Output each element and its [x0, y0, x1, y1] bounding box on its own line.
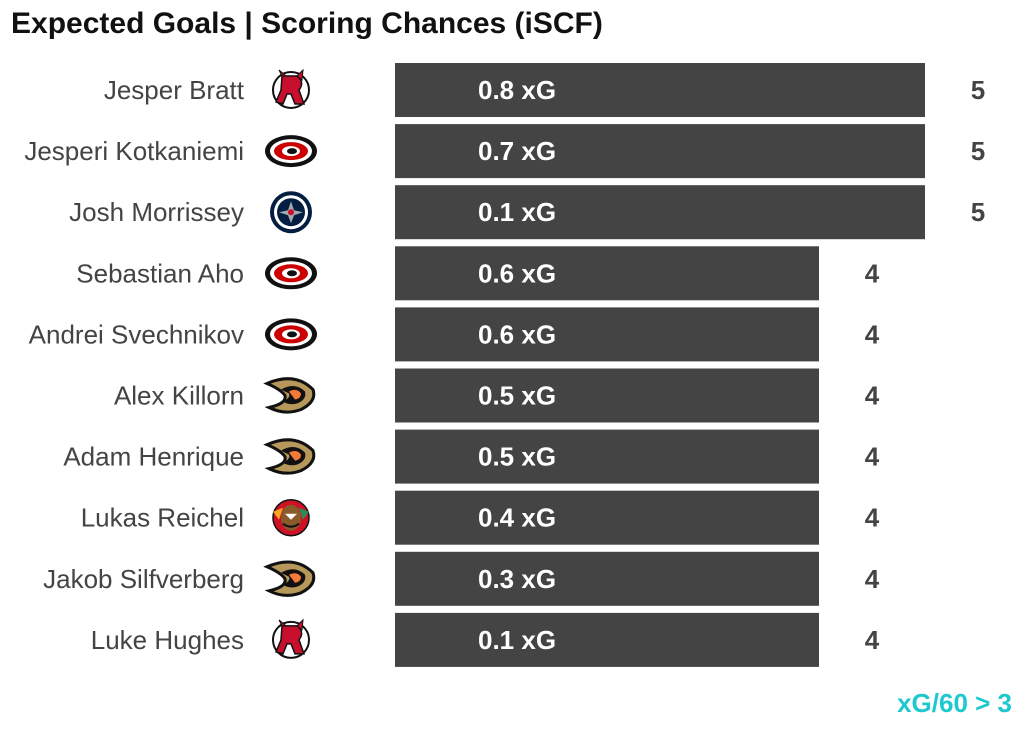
value-label: 4 [865, 319, 880, 349]
value-label: 4 [865, 258, 880, 288]
xg-label: 0.4 xG [478, 503, 556, 533]
bar [395, 612, 819, 667]
devils-logo-icon [272, 68, 310, 109]
bar [395, 490, 819, 545]
bar [395, 246, 819, 301]
category-label: Jesperi Kotkaniemi [24, 136, 244, 166]
bar [395, 429, 819, 484]
value-label: 4 [865, 625, 880, 655]
xg-label: 0.7 xG [478, 136, 556, 166]
ducks-logo-icon [263, 560, 316, 597]
category-label: Jakob Silfverberg [43, 564, 244, 594]
xg-label: 0.8 xG [478, 75, 556, 105]
bar [395, 185, 925, 240]
ducks-logo-icon [263, 377, 316, 414]
category-label: Jesper Bratt [104, 75, 245, 105]
bar [395, 124, 925, 179]
value-label: 4 [865, 564, 880, 594]
value-label: 5 [971, 197, 985, 227]
xg-label: 0.1 xG [478, 625, 556, 655]
value-label: 4 [865, 381, 880, 411]
hurricanes-logo-icon [265, 135, 317, 168]
xg-label: 0.3 xG [478, 564, 556, 594]
ducks-logo-icon [263, 438, 316, 475]
xg-label: 0.5 xG [478, 442, 556, 472]
category-label: Lukas Reichel [81, 503, 244, 533]
xg-label: 0.6 xG [478, 319, 556, 349]
value-label: 5 [971, 75, 985, 105]
category-label: Alex Killorn [114, 381, 244, 411]
hurricanes-logo-icon [265, 257, 317, 290]
bar [395, 307, 819, 362]
category-label: Josh Morrissey [69, 197, 244, 227]
value-label: 4 [865, 503, 880, 533]
chart-title: Expected Goals | Scoring Chances (iSCF) [11, 7, 603, 40]
threshold-footnote: xG/60 > 3 [897, 688, 1012, 718]
value-label: 4 [865, 442, 880, 472]
xg-label: 0.5 xG [478, 381, 556, 411]
value-label: 5 [971, 136, 985, 166]
blackhawks-logo-icon [272, 498, 310, 537]
xg-label: 0.6 xG [478, 258, 556, 288]
category-label: Andrei Svechnikov [29, 319, 244, 349]
jets-logo-icon [270, 191, 312, 234]
devils-logo-icon [272, 618, 310, 659]
category-label: Sebastian Aho [76, 258, 244, 288]
hurricanes-logo-icon [265, 318, 317, 351]
category-label: Luke Hughes [91, 625, 244, 655]
bar [395, 551, 819, 606]
category-label: Adam Henrique [63, 442, 244, 472]
bar [395, 63, 925, 117]
xg-label: 0.1 xG [478, 197, 556, 227]
bar [395, 368, 819, 423]
